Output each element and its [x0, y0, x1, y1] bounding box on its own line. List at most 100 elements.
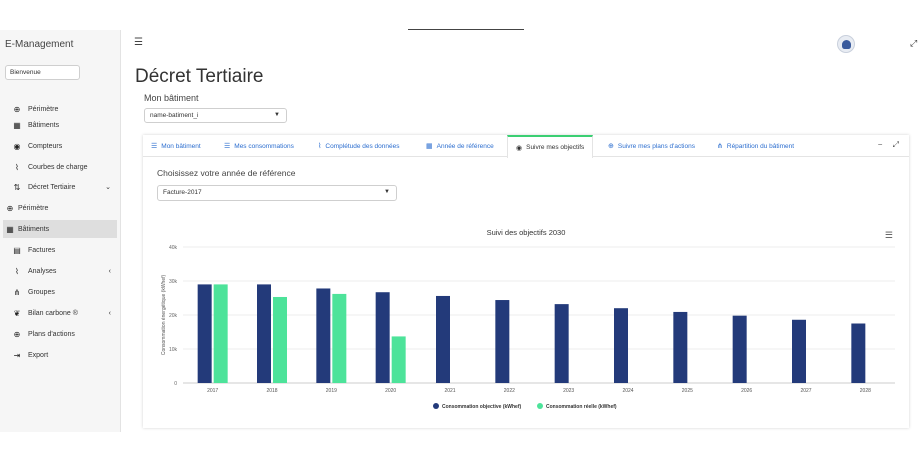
sidebar-item-compteurs[interactable]: ◉ Compteurs: [0, 137, 121, 155]
building-label: Mon bâtiment: [144, 93, 199, 103]
tab-label: Suivre mes objectifs: [526, 144, 585, 151]
maximize-icon[interactable]: ⤢: [892, 140, 899, 149]
invoice-icon: ▤: [13, 245, 21, 255]
minimize-icon[interactable]: −: [877, 140, 883, 149]
fullscreen-icon[interactable]: ⤢: [910, 38, 918, 48]
y-tick-label: 30k: [169, 279, 178, 285]
legend-label: Consommation objective (kWhef): [442, 404, 522, 410]
bar-objective: [495, 300, 510, 383]
bar-real: [391, 336, 406, 383]
y-axis-label: Consommation énergétique (kWhef): [161, 275, 167, 356]
sidebar-item-label: Périmètre: [28, 105, 59, 113]
objectives-card: ☰ Mon bâtiment ☰ Mes consommations ⌇ Com…: [143, 135, 909, 428]
calendar-icon: ▦: [426, 143, 433, 150]
sitemap-icon: ⋔: [13, 287, 21, 297]
tab-mon-batiment[interactable]: ☰ Mon bâtiment: [151, 135, 201, 157]
reference-year-value: Facture-2017: [163, 189, 202, 196]
bar-real: [332, 293, 347, 383]
sidebar-item-label: Bâtiments: [18, 225, 50, 233]
caret-down-icon: ▼: [274, 112, 280, 118]
hamburger-icon[interactable]: ☰: [134, 37, 143, 48]
bar-objective: [554, 304, 569, 383]
sidebar-item-courbes-de-charge[interactable]: ⌇ Courbes de charge: [0, 158, 121, 176]
x-tick-label: 2021: [444, 388, 455, 394]
chart-line-icon: ⌇: [15, 162, 19, 172]
sidebar-item-plans-d-actions[interactable]: ⊕ Plans d'actions: [0, 325, 121, 343]
x-tick-label: 2022: [504, 388, 515, 394]
card-tools: − ⤢: [870, 140, 899, 150]
x-tick-label: 2018: [266, 388, 277, 394]
x-tick-label: 2028: [860, 388, 871, 394]
list-icon: ☰: [151, 143, 158, 150]
user-icon: [841, 39, 851, 49]
top-divider: [408, 29, 524, 30]
chart-area-icon: ⌇: [318, 143, 322, 150]
tab-suivre-mes-objectifs[interactable]: ◉ Suivre mes objectifs: [507, 135, 594, 158]
export-icon: ⇥: [13, 350, 21, 360]
bar-objective: [792, 319, 806, 383]
bar-objective: [732, 315, 747, 383]
avatar[interactable]: [837, 35, 855, 53]
y-tick-label: 40k: [169, 245, 178, 251]
crosshair-icon: ⊕: [13, 329, 21, 339]
building-select-value: name-batiment_i: [150, 112, 199, 119]
y-tick-label: 20k: [169, 313, 178, 319]
sidebar-item-bilan-carbone[interactable]: ❦ Bilan carbone ® ‹: [0, 304, 121, 322]
tab-mes-consommations[interactable]: ☰ Mes consommations: [224, 135, 294, 157]
sidebar-item-export[interactable]: ⇥ Export: [0, 346, 121, 364]
tab-label: Mes consommations: [234, 142, 294, 150]
sidebar-item-label: Plans d'actions: [28, 330, 75, 338]
sidebar-item-perimetre[interactable]: ⊕ Périmètre: [0, 100, 121, 118]
building-icon: ▦: [13, 120, 21, 130]
x-tick-label: 2017: [207, 388, 218, 394]
sidebar-item-label: Compteurs: [28, 142, 63, 150]
bar-objective: [257, 284, 271, 383]
sidebar-item-label: Factures: [28, 246, 56, 254]
legend-marker: [537, 403, 543, 409]
legend-label: Consommation réelle (kWhef): [546, 404, 617, 410]
tab-label: Complétude des données: [325, 142, 400, 150]
x-tick-label: 2019: [326, 388, 337, 394]
sidebar-item-decret-tertiaire[interactable]: ⇅ Décret Tertiaire ⌄: [0, 178, 121, 196]
sidebar-item-factures[interactable]: ▤ Factures: [0, 241, 121, 259]
tab-label: Répartition du bâtiment: [726, 142, 795, 150]
bar-objective: [851, 323, 866, 383]
page-title: Décret Tertiaire: [135, 66, 264, 87]
tab-completude[interactable]: ⌇ Complétude des données: [318, 135, 400, 157]
chevron-left-icon: ‹: [108, 267, 111, 275]
leaf-icon: ❦: [13, 308, 21, 318]
caret-down-icon: ▼: [384, 189, 390, 195]
objectives-chart: 0 10k 20k 30k 40k Consommation énergétique (k…: [161, 245, 895, 410]
sitemap-icon: ⋔: [717, 143, 723, 150]
tab-suivre-plans-actions[interactable]: ⊕ Suivre mes plans d'actions: [608, 135, 695, 157]
sidebar-item-label: Décret Tertiaire: [28, 183, 76, 191]
building-select[interactable]: name-batiment_i ▼: [144, 108, 287, 123]
welcome-button[interactable]: Bienvenue: [5, 65, 80, 80]
chevron-down-icon: ⌄: [105, 184, 111, 191]
sidebar-item-groupes[interactable]: ⋔ Groupes: [0, 283, 121, 301]
sidebar-item-label: Bilan carbone ®: [28, 309, 78, 317]
sidebar-item-label: Périmètre: [18, 204, 49, 212]
reference-year-select[interactable]: Facture-2017 ▼: [157, 185, 397, 201]
tab-annee-de-reference[interactable]: ▦ Année de référence: [426, 135, 494, 157]
tab-label: Année de référence: [436, 142, 494, 150]
x-tick-label: 2027: [800, 388, 811, 394]
globe-icon: ⊕: [6, 203, 14, 213]
x-tick-label: 2026: [741, 388, 752, 394]
gauge-icon: ◉: [516, 144, 523, 152]
chart-title: Suivi des objectifs 2030: [486, 228, 566, 237]
x-tick-label: 2020: [385, 388, 396, 394]
chart-menu-icon[interactable]: ☰: [884, 230, 893, 240]
legend-marker: [433, 403, 439, 409]
tab-repartition[interactable]: ⋔ Répartition du bâtiment: [717, 135, 794, 157]
sidebar-item-label: Groupes: [28, 288, 55, 296]
bar-real: [213, 284, 228, 383]
sidebar-item-batiments[interactable]: ▦ Bâtiments: [0, 116, 121, 134]
list-icon: ☰: [224, 143, 231, 150]
tab-label: Mon bâtiment: [161, 142, 201, 150]
sidebar-subitem-perimetre[interactable]: ⊕ Périmètre: [0, 199, 121, 217]
sidebar-item-label: Bâtiments: [28, 121, 60, 129]
sidebar-item-analyses[interactable]: ⌇ Analyses ‹: [0, 262, 121, 280]
bar-objective: [614, 308, 628, 383]
sidebar-subitem-batiments[interactable]: ▦ Bâtiments: [3, 220, 117, 238]
